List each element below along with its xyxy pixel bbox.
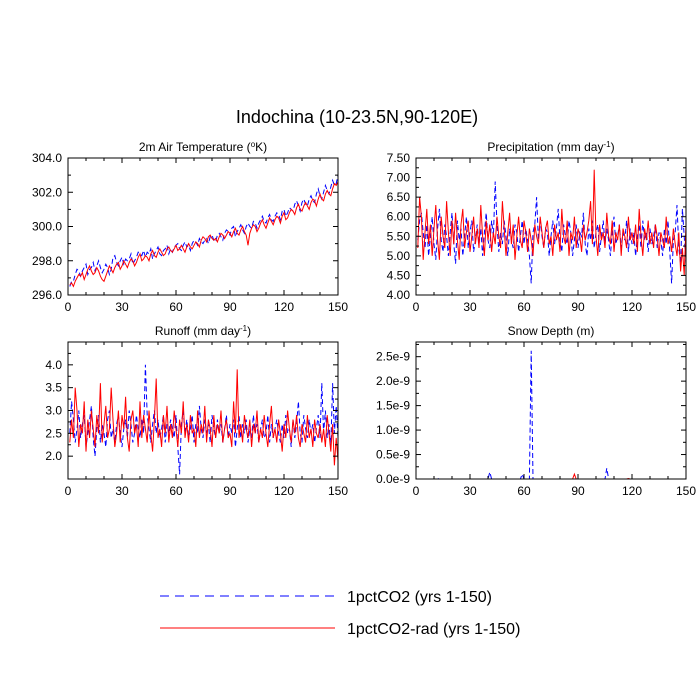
y-tick-label: 5.00 <box>387 249 411 263</box>
x-tick-label: 90 <box>571 300 585 314</box>
series-line-1pctco2-yrs-1-150 <box>69 174 338 287</box>
y-tick-label: 0.0e-9 <box>376 472 410 486</box>
panel-precipitation-mm-day: Precipitation (mm day-1) 0 30 60 90 120 150 4.0… <box>387 140 697 315</box>
series-line-1pctco2-yrs-1-150 <box>417 350 686 479</box>
x-tick-label: 120 <box>274 300 294 314</box>
series-line-1pctco2-rad-yrs-1-150 <box>69 180 338 288</box>
panel-2m-air-temperature: 2m Air Temperature (oK) 0 30 60 90 120 150 296.… <box>32 140 348 315</box>
x-tick-label: 0 <box>65 484 72 498</box>
panel-title: 2m Air Temperature (oK) <box>139 140 267 155</box>
y-tick-label: 4.00 <box>387 288 411 302</box>
x-tick-label: 60 <box>517 484 531 498</box>
y-tick-label: 296.0 <box>32 288 62 302</box>
y-tick-label: 7.00 <box>387 171 411 185</box>
y-tick-label: 1.0e-9 <box>376 423 410 437</box>
y-tick-label: 300.0 <box>32 220 62 234</box>
x-tick-label: 120 <box>274 484 294 498</box>
panel-snow-depth-m: Snow Depth (m) 0 30 60 90 120 150 0.0e-9 0.5e-9 1… <box>376 324 696 498</box>
x-tick-label: 30 <box>463 484 477 498</box>
plot-frame <box>415 341 687 480</box>
series-line-1pctco2-rad-yrs-1-150 <box>69 369 338 466</box>
y-tick-label: 304.0 <box>32 151 62 165</box>
x-tick-label: 90 <box>223 484 237 498</box>
legend: 1pctCO2 (yrs 1-150) 1pctCO2-rad (yrs 1-1… <box>160 589 520 638</box>
x-tick-label: 0 <box>65 300 72 314</box>
y-tick-label: 5.50 <box>387 229 411 243</box>
y-tick-label: 2.5e-9 <box>376 350 410 364</box>
x-tick-label: 90 <box>571 484 585 498</box>
y-tick-label: 7.50 <box>387 151 411 165</box>
y-tick-label: 0.5e-9 <box>376 448 410 462</box>
x-tick-label: 90 <box>223 300 237 314</box>
x-tick-label: 150 <box>328 300 348 314</box>
x-tick-label: 150 <box>328 484 348 498</box>
x-tick-label: 0 <box>413 484 420 498</box>
y-tick-label: 2.0 <box>45 449 62 463</box>
figure-title: Indochina (10-23.5N,90-120E) <box>236 107 478 127</box>
y-tick-label: 6.50 <box>387 190 411 204</box>
x-tick-label: 120 <box>622 300 642 314</box>
series-line-1pctco2-rad-yrs-1-150 <box>417 472 686 479</box>
y-tick-label: 298.0 <box>32 254 62 268</box>
plot-frame <box>67 157 339 296</box>
legend-label-1pctco2-rad: 1pctCO2-rad (yrs 1-150) <box>347 621 520 638</box>
x-tick-label: 30 <box>115 484 129 498</box>
plot-area <box>69 174 338 288</box>
series-line-1pctco2-rad-yrs-1-150 <box>417 169 686 276</box>
x-tick-label: 0 <box>413 300 420 314</box>
y-tick-label: 3.0 <box>45 404 62 418</box>
plot-area <box>69 364 338 475</box>
x-tick-label: 30 <box>115 300 129 314</box>
plot-frame <box>67 341 339 480</box>
x-tick-label: 60 <box>169 484 183 498</box>
x-tick-label: 60 <box>517 300 531 314</box>
plot-area <box>417 350 686 479</box>
y-tick-label: 1.5e-9 <box>376 399 410 413</box>
x-tick-label: 30 <box>463 300 477 314</box>
y-tick-label: 6.00 <box>387 210 411 224</box>
x-tick-label: 150 <box>676 300 696 314</box>
panel-runoff-mm-day: Runoff (mm day-1) 0 30 60 90 120 150 2.0 2.5 3.0 3… <box>45 324 348 499</box>
y-tick-label: 302.0 <box>32 185 62 199</box>
y-tick-label: 4.0 <box>45 358 62 372</box>
y-tick-label: 2.5 <box>45 426 62 440</box>
y-tick-label: 2.0e-9 <box>376 374 410 388</box>
series-line-1pctco2-yrs-1-150 <box>417 181 686 284</box>
panel-title: Precipitation (mm day-1) <box>487 140 614 155</box>
panel-title: Runoff (mm day-1) <box>155 324 251 339</box>
panel-title: Snow Depth (m) <box>508 324 595 338</box>
y-tick-label: 4.50 <box>387 268 411 282</box>
plot-area <box>417 169 686 284</box>
x-tick-label: 120 <box>622 484 642 498</box>
x-tick-label: 60 <box>169 300 183 314</box>
y-tick-label: 3.5 <box>45 381 62 395</box>
x-tick-label: 150 <box>676 484 696 498</box>
legend-label-1pctco2: 1pctCO2 (yrs 1-150) <box>347 589 492 606</box>
